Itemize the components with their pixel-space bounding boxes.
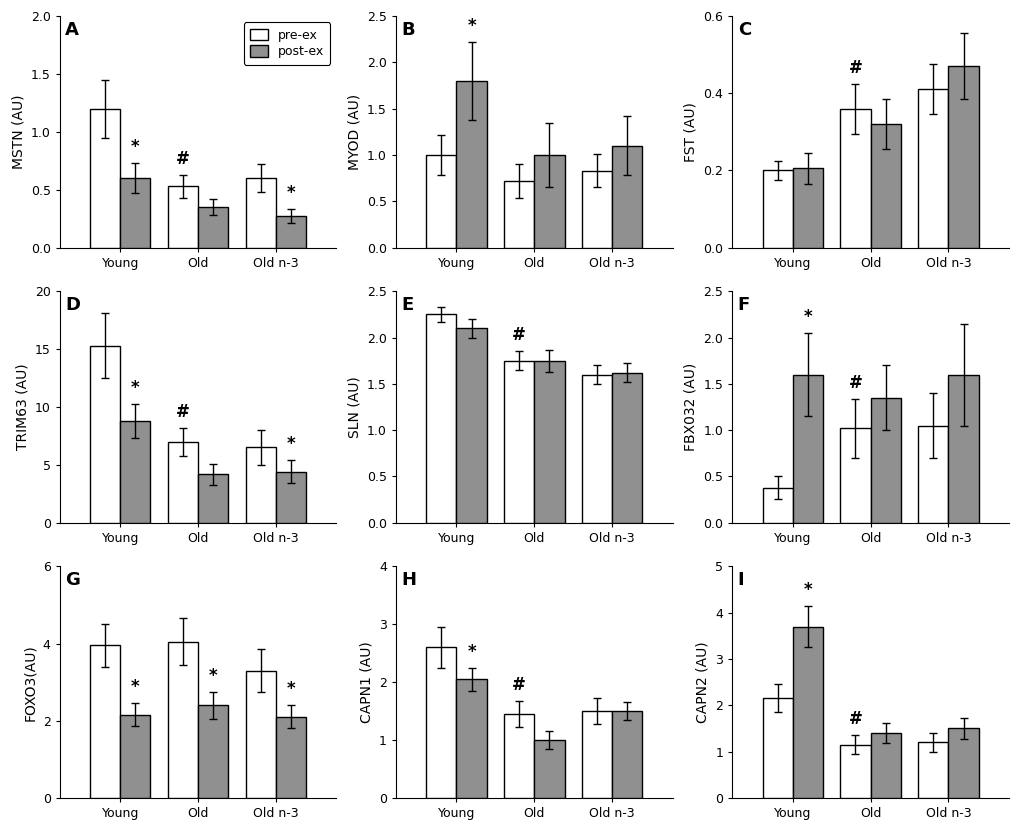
Bar	[792, 169, 822, 248]
Bar	[948, 729, 977, 798]
Y-axis label: TRIM63 (AU): TRIM63 (AU)	[15, 364, 30, 450]
Text: B: B	[401, 21, 415, 39]
Y-axis label: FST (AU): FST (AU)	[683, 102, 697, 162]
Bar	[275, 717, 306, 798]
Bar	[581, 375, 611, 523]
Text: I: I	[737, 571, 744, 589]
Bar	[426, 647, 457, 798]
Text: #: #	[175, 150, 190, 168]
Text: #: #	[175, 403, 190, 420]
Bar	[503, 361, 534, 523]
Text: *: *	[130, 678, 140, 696]
Bar	[840, 428, 870, 523]
Text: *: *	[286, 435, 294, 453]
Bar	[426, 314, 457, 523]
Bar	[534, 155, 564, 248]
Bar	[246, 178, 275, 248]
Bar	[246, 671, 275, 798]
Bar	[581, 711, 611, 798]
Bar	[948, 375, 977, 523]
Text: *: *	[130, 138, 140, 156]
Y-axis label: SLN (AU): SLN (AU)	[347, 376, 361, 438]
Bar	[167, 186, 198, 248]
Bar	[917, 425, 948, 523]
Y-axis label: FOXO3(AU): FOXO3(AU)	[23, 644, 37, 720]
Bar	[198, 207, 228, 248]
Text: #: #	[512, 327, 526, 345]
Text: D: D	[65, 296, 81, 314]
Text: *: *	[286, 681, 294, 698]
Bar	[870, 124, 900, 248]
Bar	[792, 375, 822, 523]
Bar	[762, 488, 792, 523]
Bar	[870, 398, 900, 523]
Text: #: #	[848, 711, 861, 729]
Bar	[120, 178, 151, 248]
Text: *: *	[803, 581, 811, 599]
Text: #: #	[848, 59, 861, 76]
Text: F: F	[737, 296, 749, 314]
Text: *: *	[209, 666, 217, 685]
Text: *: *	[803, 308, 811, 326]
Bar	[167, 442, 198, 523]
Bar	[457, 679, 486, 798]
Bar	[917, 742, 948, 798]
Bar	[90, 346, 120, 523]
Bar	[275, 472, 306, 523]
Text: E: E	[401, 296, 414, 314]
Bar	[503, 714, 534, 798]
Bar	[457, 81, 486, 248]
Bar	[90, 646, 120, 798]
Bar	[917, 90, 948, 248]
Text: #: #	[512, 676, 526, 694]
Bar	[246, 447, 275, 523]
Y-axis label: FBX032 (AU): FBX032 (AU)	[683, 363, 697, 451]
Bar	[534, 740, 564, 798]
Text: *: *	[286, 184, 294, 203]
Bar	[457, 328, 486, 523]
Bar	[198, 475, 228, 523]
Bar	[792, 627, 822, 798]
Text: *: *	[467, 17, 476, 35]
Bar	[534, 361, 564, 523]
Bar	[198, 706, 228, 798]
Bar	[762, 170, 792, 248]
Bar	[581, 170, 611, 248]
Text: #: #	[848, 374, 861, 391]
Text: A: A	[65, 21, 79, 39]
Text: G: G	[65, 571, 81, 589]
Bar	[611, 145, 642, 248]
Bar	[948, 66, 977, 248]
Y-axis label: CAPN2 (AU): CAPN2 (AU)	[695, 642, 709, 723]
Text: *: *	[467, 642, 476, 661]
Bar	[870, 733, 900, 798]
Bar	[90, 109, 120, 248]
Bar	[611, 373, 642, 523]
Bar	[120, 715, 151, 798]
Text: C: C	[737, 21, 750, 39]
Bar	[120, 420, 151, 523]
Bar	[426, 155, 457, 248]
Y-axis label: CAPN1 (AU): CAPN1 (AU)	[359, 642, 373, 723]
Bar	[762, 698, 792, 798]
Bar	[840, 109, 870, 248]
Legend: pre-ex, post-ex: pre-ex, post-ex	[244, 22, 330, 65]
Bar	[275, 216, 306, 248]
Bar	[840, 745, 870, 798]
Bar	[611, 711, 642, 798]
Text: *: *	[130, 379, 140, 396]
Bar	[503, 181, 534, 248]
Y-axis label: MYOD (AU): MYOD (AU)	[347, 94, 361, 170]
Bar	[167, 642, 198, 798]
Text: H: H	[401, 571, 416, 589]
Y-axis label: MSTN (AU): MSTN (AU)	[11, 95, 25, 169]
